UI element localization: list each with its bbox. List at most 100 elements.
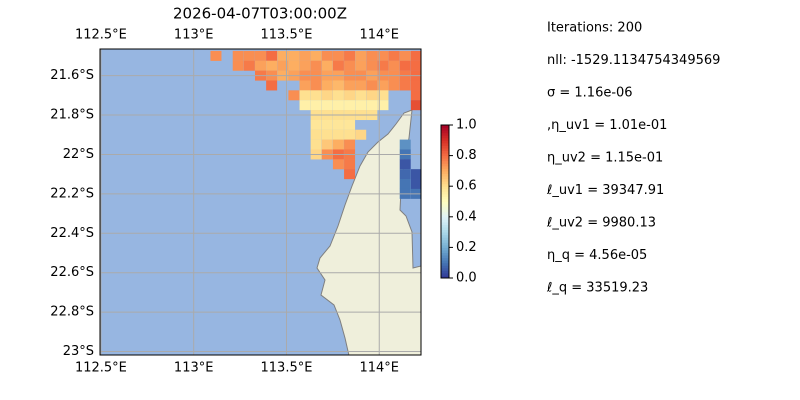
colorbar-swatch bbox=[441, 168, 449, 172]
data-cell bbox=[321, 80, 333, 91]
colorbar-swatch bbox=[441, 237, 449, 241]
data-cell bbox=[399, 139, 411, 150]
colorbar-swatch bbox=[441, 227, 449, 231]
colorbar-swatch bbox=[441, 216, 449, 220]
data-cell bbox=[410, 100, 421, 111]
data-cell bbox=[288, 90, 300, 101]
data-cell bbox=[321, 139, 333, 150]
y-tick-label: 22.4°S bbox=[50, 226, 94, 241]
data-cell bbox=[299, 90, 311, 101]
info-text: Iterations: 200 bbox=[547, 21, 642, 36]
data-cell bbox=[332, 90, 344, 101]
colorbar-swatch bbox=[441, 270, 449, 274]
data-cell bbox=[310, 50, 322, 61]
colorbar-swatch bbox=[441, 214, 449, 218]
data-cell bbox=[332, 139, 344, 150]
data-cell bbox=[410, 179, 421, 190]
data-cell bbox=[344, 119, 356, 130]
data-cell bbox=[377, 50, 389, 61]
colorbar-swatch bbox=[441, 178, 449, 182]
data-cell bbox=[399, 80, 411, 91]
colorbar-swatch bbox=[441, 176, 449, 180]
colorbar-swatch bbox=[441, 147, 449, 151]
data-cell bbox=[321, 119, 333, 130]
data-cell bbox=[377, 90, 389, 101]
colorbar-swatch bbox=[441, 160, 449, 164]
colorbar-swatch bbox=[441, 196, 449, 200]
colorbar-swatch bbox=[441, 155, 449, 159]
colorbar-swatch bbox=[441, 183, 449, 187]
data-cell bbox=[377, 60, 389, 71]
data-cell bbox=[355, 60, 367, 71]
colorbar-swatch bbox=[441, 193, 449, 197]
data-cell bbox=[243, 60, 255, 71]
data-cell bbox=[366, 80, 378, 91]
data-cell bbox=[344, 50, 356, 61]
colorbar-tick-label: 1.0 bbox=[456, 118, 477, 133]
colorbar-swatch bbox=[441, 188, 449, 192]
colorbar-swatch bbox=[441, 211, 449, 215]
colorbar-swatch bbox=[441, 142, 449, 146]
data-cell bbox=[344, 100, 356, 111]
data-cell bbox=[310, 60, 322, 71]
data-cell bbox=[310, 80, 322, 91]
data-cell bbox=[355, 100, 367, 111]
colorbar-swatch bbox=[441, 125, 449, 129]
data-cell bbox=[210, 50, 222, 61]
info-text: η_uv2 = 1.15e-01 bbox=[547, 151, 663, 166]
y-tick-label: 23°S bbox=[63, 344, 94, 359]
data-cell bbox=[377, 100, 389, 111]
x-tick-label: 112.5°E bbox=[75, 361, 127, 376]
colorbar-swatch bbox=[441, 145, 449, 149]
data-cell bbox=[310, 100, 322, 111]
data-cell bbox=[332, 60, 344, 71]
colorbar-swatch bbox=[441, 255, 449, 259]
colorbar-swatch bbox=[441, 272, 449, 276]
data-cell bbox=[266, 80, 278, 91]
colorbar-swatch bbox=[441, 260, 449, 264]
info-text: ℓ_uv2 = 9980.13 bbox=[546, 216, 656, 231]
colorbar-swatch bbox=[441, 244, 449, 248]
data-cell bbox=[310, 90, 322, 101]
colorbar-swatch bbox=[441, 140, 449, 144]
land bbox=[316, 109, 421, 355]
x-tick-label: 114°E bbox=[359, 28, 399, 43]
map-title: 2026-04-07T03:00:00Z bbox=[173, 5, 347, 23]
data-cell bbox=[366, 60, 378, 71]
data-cell bbox=[344, 129, 356, 140]
colorbar-swatch bbox=[441, 132, 449, 136]
data-cell bbox=[410, 50, 421, 61]
data-cell bbox=[399, 159, 411, 170]
data-cell bbox=[321, 100, 333, 111]
y-tick-label: 21.8°S bbox=[50, 108, 94, 123]
colorbar-tick-label: 0.0 bbox=[456, 271, 477, 286]
data-cell bbox=[355, 90, 367, 101]
data-cell bbox=[310, 119, 322, 130]
data-cell bbox=[332, 159, 344, 170]
data-cell bbox=[366, 50, 378, 61]
data-cell bbox=[332, 119, 344, 130]
colorbar-swatch bbox=[441, 181, 449, 185]
y-tick-label: 22.8°S bbox=[50, 305, 94, 320]
colorbar-swatch bbox=[441, 163, 449, 167]
data-cell bbox=[288, 50, 300, 61]
x-tick-label: 113.5°E bbox=[261, 28, 313, 43]
colorbar-swatch bbox=[441, 229, 449, 233]
info-text: ℓ_uv1 = 39347.91 bbox=[546, 183, 664, 198]
data-cell bbox=[344, 80, 356, 91]
colorbar-swatch bbox=[441, 232, 449, 236]
data-cell bbox=[344, 159, 356, 170]
data-cell bbox=[266, 50, 278, 61]
data-cell bbox=[299, 80, 311, 91]
data-cell bbox=[344, 90, 356, 101]
colorbar-tick-label: 0.4 bbox=[456, 209, 477, 224]
colorbar-swatch bbox=[441, 219, 449, 223]
data-cell bbox=[266, 60, 278, 71]
data-cell bbox=[399, 169, 411, 180]
data-cell bbox=[410, 169, 421, 180]
colorbar-swatch bbox=[441, 257, 449, 261]
colorbar-swatch bbox=[441, 201, 449, 205]
data-cell bbox=[355, 129, 367, 140]
data-cell bbox=[255, 60, 266, 71]
